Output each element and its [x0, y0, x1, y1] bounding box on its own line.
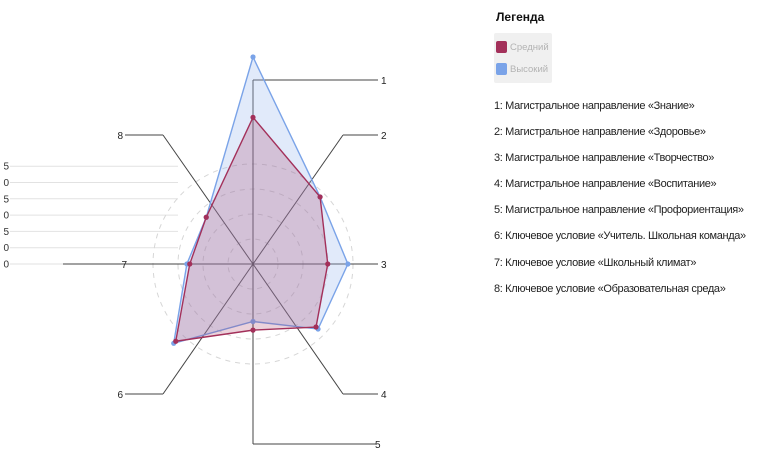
- series-medium-point: [203, 214, 209, 220]
- axis-description: 1: Магистральное направление «Знание»: [494, 100, 695, 112]
- axis-number-label: 4: [381, 390, 387, 401]
- series-medium-point: [250, 327, 256, 333]
- legend-swatch-medium: [496, 41, 507, 53]
- axis-number-labels: 1 2 3 4 5 6 7 8: [117, 76, 387, 449]
- series-medium-point: [250, 114, 256, 120]
- series-medium-point: [187, 261, 193, 267]
- series-high-point: [345, 261, 351, 267]
- axis-number-label: 7: [121, 260, 127, 271]
- axis-description: 5: Магистральное направление «Профориент…: [494, 204, 744, 217]
- scale-tick-label: 5: [3, 194, 9, 205]
- axis-number-label: 1: [381, 76, 387, 87]
- series-high-point: [250, 54, 256, 60]
- axis-description: 3: Магистральное направление «Творчество…: [494, 152, 715, 165]
- scale-gridlines: 5 0 5 0 5 0 0: [3, 162, 178, 271]
- axis-description: 6: Ключевое условие «Учитель. Школьная к…: [494, 230, 746, 243]
- scale-tick-label: 0: [3, 243, 9, 254]
- series-medium-point: [173, 338, 179, 344]
- series-high-point: [250, 318, 256, 325]
- scale-tick-label: 5: [3, 162, 9, 173]
- legend-item-high[interactable]: Высокий: [496, 58, 552, 80]
- scale-tick-label: 0: [3, 178, 9, 189]
- series-medium-point: [325, 261, 331, 267]
- axis-description: 7: Ключевое условие «Школьный климат»: [494, 256, 697, 269]
- series-medium-point: [317, 194, 323, 200]
- axis-number-label: 3: [381, 260, 387, 271]
- legend-swatch-high: [496, 63, 507, 75]
- legend-item-medium[interactable]: Средний: [496, 36, 552, 58]
- radar-axes: [63, 79, 378, 445]
- axis-number-label: 6: [117, 390, 123, 401]
- scale-tick-label: 5: [3, 227, 9, 238]
- scale-tick-label: 0: [3, 260, 9, 271]
- axis-description: 2: Магистральное направление «Здоровье»: [494, 126, 706, 139]
- legend-panel: Легенда Средний Высокий 1: Магистральное…: [494, 10, 756, 302]
- radar-axis-line: [162, 134, 254, 265]
- radar-axis-line: [162, 263, 254, 395]
- radar-series: [171, 54, 351, 346]
- axis-number-label: 5: [375, 440, 381, 449]
- axis-number-label: 2: [381, 131, 387, 142]
- legend-label-medium: Средний: [510, 41, 549, 53]
- legend-title: Легенда: [496, 10, 545, 24]
- legend-series-box: Средний Высокий: [494, 33, 552, 83]
- series-medium-point: [313, 324, 319, 330]
- axis-number-label: 8: [117, 131, 123, 142]
- axis-description: 4: Магистральное направление «Воспитание…: [494, 178, 717, 191]
- legend-label-high: Высокий: [510, 63, 549, 75]
- axis-description: 8: Ключевое условие «Образовательная сре…: [494, 282, 726, 295]
- radar-chart: 5 0 5 0 5 0 0 1 2 3 4 5 6 7 8: [3, 54, 387, 449]
- radar-axis-line: [252, 134, 344, 265]
- axis-description-list: 1: Магистральное направление «Знание» 2:…: [494, 93, 756, 302]
- series-medium-area: [174, 116, 329, 343]
- radar-axis-line: [252, 263, 344, 395]
- scale-tick-label: 0: [3, 211, 9, 222]
